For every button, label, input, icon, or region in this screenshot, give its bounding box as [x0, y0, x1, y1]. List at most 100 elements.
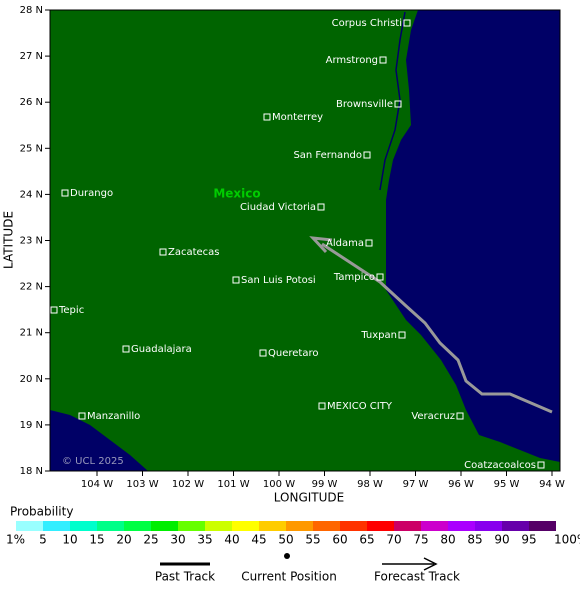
x-tick-label: 94 W	[539, 479, 565, 490]
colorbar-swatch	[502, 521, 529, 531]
city-marker	[398, 331, 406, 339]
colorbar-swatch	[16, 521, 43, 531]
colorbar-label: 35	[197, 533, 212, 547]
city-label: Monterrey	[272, 112, 323, 123]
city-label: Armstrong	[326, 55, 378, 66]
city-label: San Luis Potosi	[241, 275, 316, 286]
colorbar-label: 50	[278, 533, 293, 547]
x-tick-label: 100 W	[263, 479, 295, 490]
colorbar-swatch	[151, 521, 178, 531]
colorbar-swatch	[70, 521, 97, 531]
city-marker	[263, 113, 271, 121]
city-marker	[394, 100, 402, 108]
city-label: Tampico	[333, 272, 375, 283]
colorbar-swatch	[529, 521, 556, 531]
x-tick-label: 102 W	[172, 479, 204, 490]
colorbar-label: 65	[359, 533, 374, 547]
city-label: Coatzacoalcos	[464, 460, 536, 471]
colorbar-label: 30	[170, 533, 185, 547]
colorbar-label: 70	[386, 533, 401, 547]
city-label: Queretaro	[268, 348, 318, 359]
city-marker	[122, 345, 130, 353]
colorbar-swatch	[448, 521, 475, 531]
colorbar-swatch	[340, 521, 367, 531]
colorbar-swatch	[232, 521, 259, 531]
forecast-arrow-symbol	[423, 557, 438, 571]
y-tick-label: 23 N	[20, 236, 43, 247]
city-label: Brownsville	[336, 99, 393, 110]
city-label: Ciudad Victoria	[240, 202, 316, 213]
colorbar-label: 15	[89, 533, 104, 547]
colorbar-label: 85	[467, 533, 482, 547]
city-label: Durango	[70, 188, 113, 199]
y-tick-label: 28 N	[20, 5, 43, 16]
colorbar-swatch	[97, 521, 124, 531]
city-label: Tuxpan	[360, 330, 397, 341]
y-tick-label: 24 N	[20, 189, 43, 200]
city-marker	[159, 248, 167, 256]
colorbar-label: 100%	[554, 533, 580, 547]
current-position-symbol	[284, 553, 290, 559]
colorbar-label: 25	[143, 533, 158, 547]
city-marker	[232, 276, 240, 284]
city-label: Guadalajara	[131, 344, 192, 355]
y-tick-label: 26 N	[20, 97, 43, 108]
colorbar-label: 60	[332, 533, 347, 547]
pacific-ocean	[50, 410, 148, 471]
city-marker	[456, 412, 464, 420]
colorbar-label: 45	[251, 533, 266, 547]
colorbar-label: 75	[413, 533, 428, 547]
forecast-track	[321, 242, 553, 414]
track-arrowhead	[309, 236, 333, 254]
city-marker	[537, 461, 545, 469]
colorbar-label: 95	[521, 533, 536, 547]
colorbar-swatch	[259, 521, 286, 531]
x-axis-title: LONGITUDE	[274, 491, 344, 505]
y-tick-label: 19 N	[20, 420, 43, 431]
city-label: Tepic	[58, 305, 84, 316]
colorbar-swatch	[124, 521, 151, 531]
legend-title: Probability	[10, 505, 73, 519]
city-label: San Fernando	[293, 150, 362, 161]
colorbar-swatch	[475, 521, 502, 531]
colorbar-label: 1%	[6, 533, 25, 547]
colorbar-label: 55	[305, 533, 320, 547]
city-marker	[363, 151, 371, 159]
city-label: Aldama	[326, 238, 364, 249]
colorbar-swatch	[367, 521, 394, 531]
x-tick-label: 103 W	[126, 479, 158, 490]
y-tick-label: 22 N	[20, 282, 43, 293]
city-marker	[78, 412, 86, 420]
colorbar-swatch	[421, 521, 448, 531]
city-marker	[365, 239, 373, 247]
city-marker	[318, 402, 326, 410]
city-marker	[61, 189, 69, 197]
city-label: Manzanillo	[87, 411, 140, 422]
y-tick-label: 18 N	[20, 466, 43, 477]
city-marker	[317, 203, 325, 211]
x-tick-label: 99 W	[312, 479, 338, 490]
colorbar-label: 5	[39, 533, 47, 547]
country-label: Mexico	[213, 187, 260, 201]
colorbar-label: 10	[62, 533, 77, 547]
city-marker	[259, 349, 267, 357]
city-marker	[50, 306, 58, 314]
colorbar-swatch	[286, 521, 313, 531]
x-tick-label: 95 W	[494, 479, 520, 490]
colorbar-swatch	[313, 521, 340, 531]
city-label: Zacatecas	[168, 247, 220, 258]
legend-item: Past Track	[155, 570, 215, 584]
x-tick-label: 101 W	[217, 479, 249, 490]
x-tick-label: 104 W	[81, 479, 113, 490]
lagoon	[379, 11, 406, 191]
credit: © UCL 2025	[62, 456, 124, 467]
colorbar-label: 20	[116, 533, 131, 547]
x-tick-label: 98 W	[357, 479, 383, 490]
city-label: Corpus Christi	[332, 18, 402, 29]
colorbar-label: 80	[440, 533, 455, 547]
city-label: MEXICO CITY	[327, 401, 393, 412]
colorbar-swatch	[43, 521, 70, 531]
y-tick-label: 27 N	[20, 51, 43, 62]
colorbar-label: 40	[224, 533, 239, 547]
